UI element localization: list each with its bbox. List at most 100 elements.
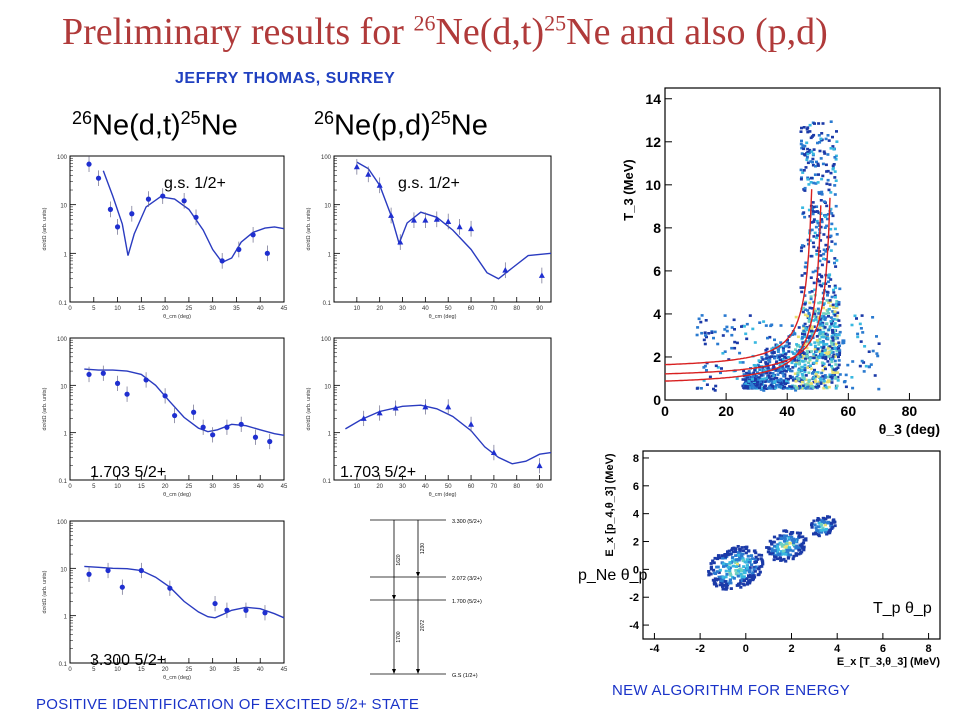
heat-cell	[810, 525, 814, 529]
heat-cell	[718, 577, 722, 581]
heat-cell	[728, 561, 732, 564]
heat-cell	[769, 377, 773, 381]
heat-cell	[800, 246, 804, 249]
heat-cell	[798, 354, 802, 357]
heat-cell	[803, 333, 807, 336]
heat-cell	[827, 260, 831, 264]
heat-cell	[812, 380, 816, 384]
heat-cell	[806, 309, 810, 312]
heat-cell	[830, 365, 834, 368]
heat-cell	[801, 360, 805, 363]
level-scheme: 3.300 (5/2+) 2.072 (3/2+) 1.700 (5/2+) G.S …	[370, 519, 482, 679]
heat-cell	[817, 279, 821, 283]
heat-cell	[736, 551, 741, 554]
plot-frame	[69, 337, 285, 481]
x-tick-label: 80	[513, 484, 520, 490]
page-title: Preliminary results for 26Ne(d,t)25Ne an…	[62, 10, 828, 53]
heat-cell	[793, 352, 797, 356]
heat-cell	[766, 368, 770, 372]
heat-cell	[833, 310, 837, 313]
heat-cell	[820, 351, 824, 354]
heat-cell	[729, 573, 733, 577]
heat-cell	[800, 176, 803, 179]
x-tick-label: 0	[661, 403, 669, 419]
heat-cell	[837, 359, 841, 362]
heat-cell	[815, 382, 819, 386]
heat-cell	[833, 284, 837, 288]
heat-cell	[820, 193, 824, 196]
heat-cell	[827, 312, 831, 315]
heat-cell	[812, 353, 816, 356]
heat-cell	[869, 363, 873, 366]
heat-cell	[815, 219, 819, 223]
heat-cell	[837, 319, 841, 322]
heat-cell	[827, 307, 831, 311]
heat-cell	[821, 291, 825, 295]
heat-cell	[763, 380, 767, 383]
y-tick-label: 100	[57, 155, 68, 161]
heat-cell	[749, 554, 754, 557]
data-point	[388, 212, 395, 218]
heat-cell	[825, 380, 829, 384]
heat-cell	[817, 356, 821, 359]
heat-cell	[741, 557, 745, 561]
heat-cell	[819, 528, 823, 532]
heat-cell	[799, 355, 803, 359]
heat-cell	[813, 368, 816, 372]
heat-cell	[820, 361, 824, 364]
heat-cell	[818, 318, 822, 321]
heat-cell	[823, 530, 827, 534]
heat-cell	[718, 556, 722, 560]
heat-cell	[838, 287, 842, 291]
heat-cell	[829, 524, 833, 528]
heat-cell	[721, 576, 725, 579]
heat-cell	[776, 380, 780, 383]
heat-cell	[830, 376, 834, 379]
heat-cell	[875, 335, 878, 338]
heat-cell	[719, 579, 723, 582]
data-point	[376, 409, 383, 416]
heat-cell	[814, 269, 818, 273]
heat-cell	[832, 291, 836, 294]
y-tick-label: 10	[324, 384, 331, 390]
data-point	[210, 432, 216, 438]
y-tick-label: 100	[57, 337, 68, 343]
heat-cell	[824, 355, 828, 359]
heat-cell	[801, 384, 805, 388]
heat-cell	[826, 291, 830, 294]
heat-cell	[811, 163, 815, 167]
x-tick-label: 30	[209, 306, 216, 312]
x-axis-label: θ_cm (deg)	[429, 492, 457, 498]
data-point	[105, 567, 111, 574]
heat-cell	[794, 380, 798, 383]
heat-cell	[801, 310, 805, 314]
heat-cell	[788, 374, 792, 378]
heat-cell	[763, 377, 767, 380]
heat-cell	[817, 191, 821, 194]
heat-cell	[778, 556, 782, 560]
heat-cell	[813, 122, 816, 125]
heat-cell	[754, 364, 758, 367]
heat-cell	[800, 274, 804, 277]
heat-cell	[748, 578, 752, 582]
heat-cell	[782, 536, 786, 540]
heat-cell	[705, 369, 708, 372]
heat-cell	[831, 164, 835, 168]
heat-cell	[777, 348, 780, 351]
heat-cell	[717, 571, 721, 574]
heat-cell	[800, 368, 804, 372]
heat-cell	[710, 331, 714, 334]
heat-cell	[813, 348, 817, 351]
heat-cell	[816, 234, 819, 237]
x-tick-label: 0	[68, 484, 72, 490]
heat-cell	[816, 357, 820, 361]
heat-cell	[794, 389, 798, 392]
heat-cell	[842, 380, 846, 384]
heat-cell	[835, 347, 839, 350]
heat-cell	[798, 531, 802, 535]
heat-cell	[794, 546, 798, 550]
heat-cell	[790, 361, 794, 365]
heat-cell	[804, 308, 807, 311]
heat-cell	[711, 568, 716, 572]
heat-cell	[811, 157, 815, 161]
